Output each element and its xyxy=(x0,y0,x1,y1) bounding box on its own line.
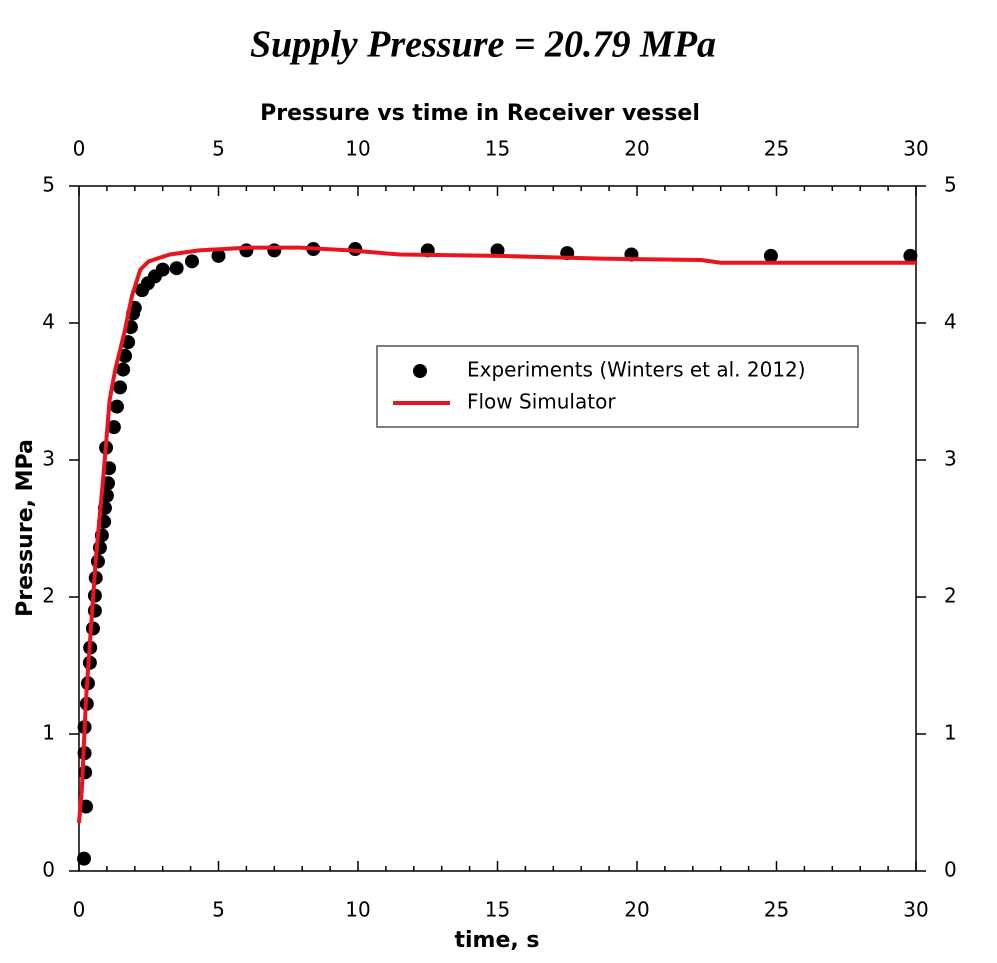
x-tick-label-top: 25 xyxy=(764,137,789,161)
y-tick-label-right: 3 xyxy=(944,447,957,471)
y-tick-label-right: 0 xyxy=(944,858,957,882)
x-tick-label-top: 20 xyxy=(624,137,649,161)
point xyxy=(116,362,131,377)
point xyxy=(239,243,254,258)
y-tick-label: 2 xyxy=(42,584,55,608)
x-tick-label: 10 xyxy=(345,898,370,922)
y-tick-label: 0 xyxy=(42,858,55,882)
point xyxy=(113,380,128,395)
point xyxy=(106,420,121,435)
line xyxy=(77,245,916,824)
point xyxy=(109,399,124,414)
x-tick-label: 5 xyxy=(212,898,225,922)
point xyxy=(763,248,778,263)
point xyxy=(903,248,918,263)
x-tick-label-top: 30 xyxy=(903,137,928,161)
legend-label: Experiments (Winters et al. 2012) xyxy=(467,358,806,382)
x-tick-label-top: 5 xyxy=(212,137,225,161)
x-tick-label-top: 15 xyxy=(485,137,510,161)
point xyxy=(184,254,199,269)
legend-box xyxy=(376,345,859,428)
x-tick-label: 30 xyxy=(903,898,928,922)
y-tick-label-right: 1 xyxy=(944,721,957,745)
chart-title: Supply Pressure = 20.79 MPa xyxy=(250,24,716,66)
point xyxy=(78,765,93,780)
point xyxy=(267,243,282,258)
point xyxy=(169,261,184,276)
x-tick-label-top: 0 xyxy=(73,137,86,161)
x-axis-label: time, s xyxy=(454,928,539,953)
x-tick-label: 0 xyxy=(73,898,86,922)
plot-frame xyxy=(78,185,917,872)
y-tick-label: 4 xyxy=(42,310,55,334)
x-tick-label: 20 xyxy=(624,898,649,922)
chart-subtitle: Pressure vs time in Receiver vessel xyxy=(260,101,700,126)
y-tick-label: 3 xyxy=(42,447,55,471)
y-axis-label: Pressure, MPa xyxy=(13,439,38,617)
point xyxy=(211,248,226,263)
legend-label: Flow Simulator xyxy=(467,390,616,414)
x-tick-label: 25 xyxy=(764,898,789,922)
legend-marker xyxy=(413,364,427,378)
y-tick-label: 1 xyxy=(42,721,55,745)
point xyxy=(77,851,92,866)
point xyxy=(155,262,170,277)
y-tick-label-right: 5 xyxy=(944,173,957,197)
y-tick-label-right: 2 xyxy=(944,584,957,608)
y-tick-label-right: 4 xyxy=(944,310,957,334)
x-tick-label: 15 xyxy=(485,898,510,922)
x-tick-label-top: 10 xyxy=(345,137,370,161)
y-tick-label: 5 xyxy=(42,173,55,197)
